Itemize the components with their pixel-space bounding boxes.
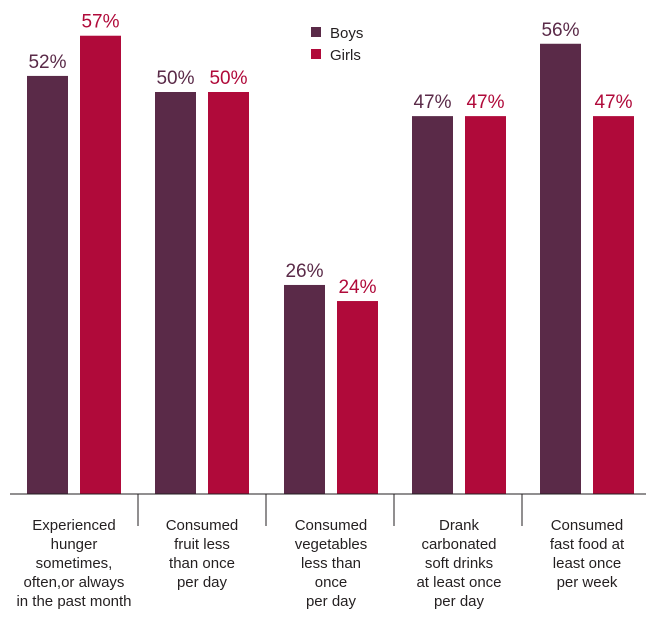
category-label-line: Consumed <box>295 517 368 534</box>
legend-swatch-girls <box>311 49 321 59</box>
category-label-line: fruit less <box>174 536 230 553</box>
value-label-boys-3: 26% <box>285 261 323 282</box>
category-label-line: least once <box>553 555 621 572</box>
category-label-line: Consumed <box>166 517 239 534</box>
value-label-boys-1: 52% <box>28 52 66 73</box>
category-label-5: Consumed fast food at least once per week <box>550 517 625 591</box>
legend-label-boys: Boys <box>330 25 363 42</box>
category-label-line: per day <box>434 593 485 610</box>
bars-group <box>27 35 634 495</box>
category-label-line: often,or always <box>24 574 125 591</box>
legend-swatch-boys <box>311 27 321 37</box>
value-label-boys-4: 47% <box>413 92 451 113</box>
category-label-line: Consumed <box>551 517 624 534</box>
category-label-line: at least once <box>416 574 501 591</box>
value-label-boys-2: 50% <box>156 68 194 89</box>
value-label-girls-5: 47% <box>594 92 632 113</box>
category-label-line: per day <box>177 574 228 591</box>
category-label-line: less than <box>301 555 361 572</box>
category-label-line: than once <box>169 555 235 572</box>
bar-boys-1 <box>27 75 68 495</box>
category-label-3: Consumed vegetables less than once per day <box>295 517 368 610</box>
category-label-2: Consumed fruit less than once per day <box>166 517 239 591</box>
category-label-4: Drank carbonated soft drinks at least once p… <box>416 517 501 610</box>
category-label-line: per week <box>557 574 618 591</box>
bar-girls-3 <box>337 301 378 494</box>
category-label-line: sometimes, <box>36 555 113 572</box>
category-label-line: hunger <box>51 536 98 553</box>
bar-boys-4 <box>412 116 453 495</box>
category-label-line: fast food at <box>550 536 625 553</box>
bar-boys-2 <box>155 92 196 494</box>
bar-girls-2 <box>208 92 249 494</box>
bar-girls-5 <box>593 116 634 495</box>
category-labels-group: Experienced hunger sometimes, often,or alwa… <box>16 517 624 610</box>
category-label-line: carbonated <box>421 536 496 553</box>
category-label-line: Drank <box>439 517 480 534</box>
category-label-line: soft drinks <box>425 555 493 572</box>
value-labels-group: 52% 50% 26% 47% 56% 57% 50% 24% 47% 47% <box>28 12 632 298</box>
bar-girls-1 <box>80 35 121 494</box>
value-label-girls-2: 50% <box>209 68 247 89</box>
value-label-boys-5: 56% <box>541 20 579 41</box>
value-label-girls-3: 24% <box>338 277 376 298</box>
bar-girls-4 <box>465 116 506 495</box>
category-label-line: per day <box>306 593 357 610</box>
category-label-line: Experienced <box>32 517 115 534</box>
bar-boys-3 <box>284 284 325 494</box>
category-label-1: Experienced hunger sometimes, often,or alwa… <box>16 517 131 610</box>
value-label-girls-1: 57% <box>81 12 119 33</box>
category-label-line: vegetables <box>295 536 368 553</box>
value-label-girls-4: 47% <box>466 92 504 113</box>
bar-boys-5 <box>540 43 581 494</box>
category-label-line: in the past month <box>16 593 131 610</box>
legend: Boys Girls <box>311 25 363 64</box>
legend-label-girls: Girls <box>330 47 361 64</box>
category-dividers <box>137 494 523 526</box>
category-label-line: once <box>315 574 348 591</box>
